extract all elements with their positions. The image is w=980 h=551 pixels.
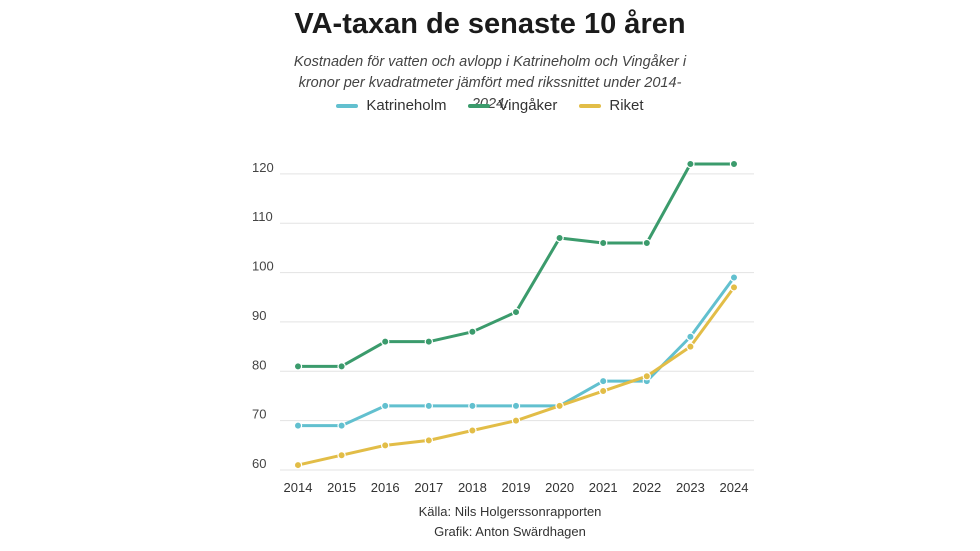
y-tick-label-60: 60 — [252, 456, 266, 471]
x-tick-label-2017: 2017 — [414, 480, 443, 495]
x-tick-label-2016: 2016 — [371, 480, 400, 495]
legend-item-vingaker[interactable]: Vingåker — [468, 97, 557, 114]
data-point-riket-2014 — [293, 460, 303, 470]
data-point-riket-2017 — [424, 436, 433, 445]
subtitle-line-2: kronor per kvadratmeter jämfört med riks… — [298, 75, 682, 112]
x-tick-label-2018: 2018 — [458, 480, 487, 495]
data-point-katrineholm-2018 — [468, 401, 477, 411]
data-point-vingaker-2015 — [337, 362, 346, 371]
data-point-vingaker-2018 — [468, 327, 477, 337]
data-point-vingaker-2014 — [293, 362, 303, 371]
legend-item-katrineholm[interactable]: Katrineholm — [336, 97, 446, 114]
data-point-riket-2023 — [686, 342, 695, 351]
data-point-vingaker-2024 — [729, 159, 739, 169]
data-point-katrineholm-2019 — [511, 401, 521, 411]
chart-subtitle: Kostnaden för vatten och avlopp i Katrin… — [290, 52, 690, 115]
y-tick-label-90: 90 — [252, 308, 266, 323]
data-point-riket-2016 — [381, 441, 390, 450]
data-point-vingaker-2017 — [424, 337, 433, 346]
x-tick-label-2022: 2022 — [632, 480, 661, 495]
chart-title: VA-taxan de senaste 10 åren — [294, 8, 686, 40]
x-tick-label-2023: 2023 — [676, 480, 705, 495]
y-tick-label-120: 120 — [252, 160, 274, 175]
data-point-vingaker-2016 — [381, 337, 390, 346]
y-tick-label-110: 110 — [252, 209, 273, 224]
source-block: Källa: Nils Holgerssonrapporten Grafik: … — [0, 502, 980, 542]
data-point-vingaker-2022 — [642, 238, 652, 248]
y-tick-label-70: 70 — [252, 407, 266, 422]
x-tick-label-2020: 2020 — [545, 480, 574, 495]
data-point-vingaker-2019 — [511, 307, 521, 317]
x-tick-label-2014: 2014 — [284, 480, 313, 495]
legend-swatch-katrineholm — [336, 103, 359, 108]
legend-item-riket[interactable]: Riket — [579, 97, 644, 114]
data-point-katrineholm-2015 — [337, 421, 346, 430]
source-text: Källa: Nils Holgerssonrapporten — [418, 504, 602, 519]
subtitle-line-1: Kostnaden för vatten och avlopp i Katrin… — [293, 54, 687, 70]
data-point-riket-2018 — [468, 426, 477, 435]
credit-text: Grafik: Anton Swärdhagen — [434, 524, 586, 539]
data-point-vingaker-2021 — [599, 238, 608, 248]
data-point-riket-2020 — [555, 401, 564, 411]
legend-label-katrineholm: Katrineholm — [366, 97, 447, 114]
data-point-katrineholm-2024 — [729, 273, 739, 282]
data-point-katrineholm-2023 — [686, 332, 695, 341]
data-point-vingaker-2020 — [555, 233, 564, 243]
x-tick-label-2021: 2021 — [589, 480, 618, 495]
x-tick-label-2015: 2015 — [327, 480, 356, 495]
y-tick-label-100: 100 — [252, 259, 274, 274]
legend-label-riket: Riket — [609, 97, 644, 114]
series-line-vingaker — [296, 162, 736, 368]
data-point-riket-2021 — [599, 386, 608, 396]
x-tick-label-2019: 2019 — [502, 480, 531, 495]
data-point-riket-2024 — [729, 283, 739, 292]
data-point-riket-2022 — [642, 372, 652, 381]
data-point-katrineholm-2016 — [381, 401, 390, 411]
legend: Katrineholm Vingåker Riket — [0, 97, 980, 114]
legend-swatch-riket — [579, 103, 602, 108]
data-point-katrineholm-2021 — [599, 376, 608, 386]
data-point-riket-2015 — [337, 450, 346, 460]
y-tick-label-80: 80 — [252, 357, 266, 372]
data-point-vingaker-2023 — [686, 159, 695, 169]
data-point-katrineholm-2017 — [424, 401, 433, 411]
data-point-katrineholm-2014 — [293, 421, 303, 430]
x-tick-label-2024: 2024 — [720, 480, 749, 495]
legend-swatch-vingaker — [468, 103, 491, 108]
data-point-riket-2019 — [511, 416, 521, 425]
legend-label-vingaker: Vingåker — [498, 97, 558, 114]
